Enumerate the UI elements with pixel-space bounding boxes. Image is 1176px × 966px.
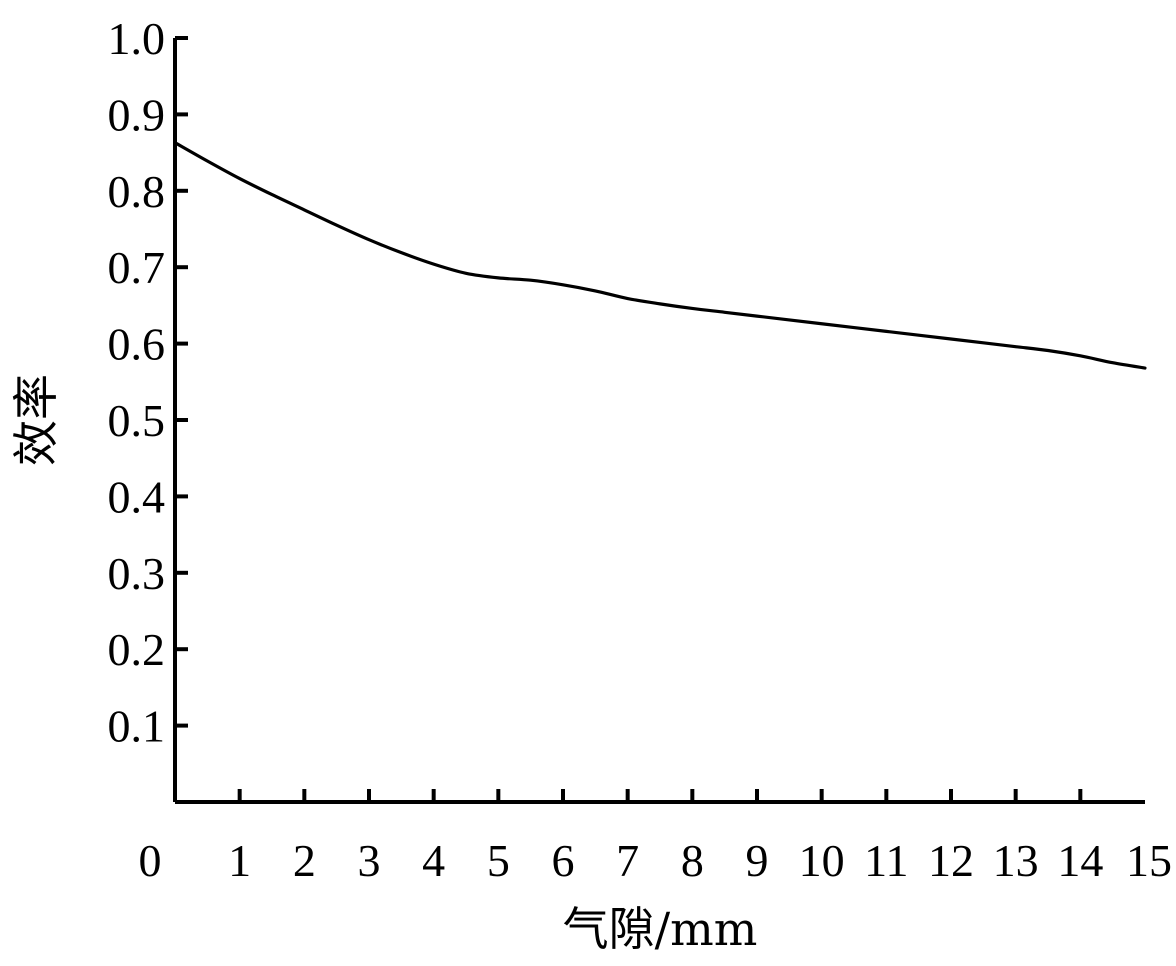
y-tick-label: 0.2 <box>108 624 166 675</box>
x-tick-label: 5 <box>487 835 510 886</box>
x-tick-label: 14 <box>1057 835 1103 886</box>
x-tick-label: 0 <box>139 835 162 886</box>
x-axis-title: 气隙/mm <box>563 902 758 956</box>
x-tick-label: 1 <box>228 835 251 886</box>
x-tick-label: 10 <box>799 835 845 886</box>
y-axis-title: 效率 <box>9 374 63 466</box>
y-axis: 0.1 0.2 0.3 0.4 0.5 0.6 0.7 0.8 0.9 1.0 <box>108 13 188 802</box>
x-tick-label: 13 <box>993 835 1039 886</box>
x-axis: 0 1 2 3 4 5 6 7 8 9 10 11 12 13 14 15 <box>139 789 1172 886</box>
y-tick-label: 0.6 <box>108 319 166 370</box>
x-tick-label: 9 <box>746 835 769 886</box>
x-tick-label: 2 <box>293 835 316 886</box>
y-tick-label: 1.0 <box>108 13 166 64</box>
x-tick-label: 11 <box>864 835 908 886</box>
y-tick-label: 0.7 <box>108 242 166 293</box>
series-group <box>173 141 1147 370</box>
y-tick-label: 0.3 <box>108 548 166 599</box>
y-tick-label: 0.1 <box>108 701 166 752</box>
x-tick-label: 8 <box>681 835 704 886</box>
x-tick-label: 3 <box>358 835 381 886</box>
x-tick-label: 4 <box>422 835 445 886</box>
efficiency-series-line <box>173 141 1147 370</box>
x-tick-label: 6 <box>552 835 575 886</box>
y-tick-label: 0.5 <box>108 395 166 446</box>
x-tick-label: 15 <box>1126 835 1172 886</box>
y-tick-label: 0.9 <box>108 89 166 140</box>
x-tick-label: 12 <box>928 835 974 886</box>
y-tick-label: 0.4 <box>108 471 166 522</box>
y-tick-label: 0.8 <box>108 166 166 217</box>
x-tick-label: 7 <box>616 835 639 886</box>
